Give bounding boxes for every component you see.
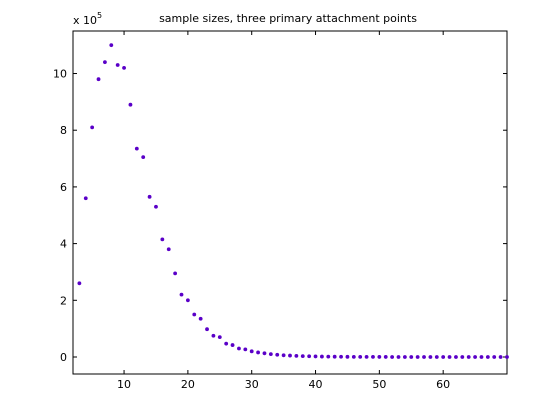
data-point (109, 43, 114, 48)
y-exponent-base: x 10 (73, 14, 97, 27)
data-point (313, 354, 318, 359)
data-point (422, 355, 426, 359)
data-point (300, 354, 305, 359)
x-tick-label: 30 (245, 378, 259, 391)
data-point (192, 312, 197, 317)
data-point (154, 204, 158, 209)
data-point (498, 355, 503, 359)
data-point (217, 335, 222, 340)
y-tick-label: 2 (60, 294, 67, 307)
data-point (307, 354, 312, 359)
data-point (288, 353, 292, 358)
y-tick-label: 0 (60, 351, 67, 364)
data-point (262, 351, 267, 356)
data-point (166, 247, 171, 252)
data-point (383, 355, 388, 359)
y-exponent-label: x 105 (73, 11, 102, 27)
data-point (77, 281, 82, 286)
data-point (115, 63, 120, 67)
data-point (122, 65, 126, 70)
data-point (243, 347, 248, 352)
data-point (332, 354, 337, 359)
data-point (275, 352, 280, 357)
data-point (485, 355, 490, 359)
y-tick-label: 6 (60, 181, 67, 194)
data-point (339, 354, 343, 359)
data-point (224, 341, 229, 346)
data-point (249, 349, 254, 354)
data-point (396, 355, 401, 359)
data-point (492, 355, 497, 359)
data-point (454, 355, 458, 359)
data-point (466, 355, 471, 359)
data-point (409, 355, 414, 359)
data-point (134, 146, 139, 151)
data-point (103, 60, 107, 65)
data-point (441, 355, 446, 359)
data-point (256, 350, 260, 355)
y-tick-label: 10 (53, 68, 67, 81)
data-point (377, 355, 382, 359)
tick-labels: 10 20 30 40 50 60 0 2 4 6 8 10 (53, 68, 450, 391)
data-point (205, 327, 209, 332)
data-point (281, 353, 286, 358)
data-point (237, 346, 241, 351)
y-tick-label: 4 (60, 238, 67, 251)
data-point (160, 237, 165, 242)
data-point (460, 355, 465, 359)
data-point (447, 355, 452, 359)
data-point (345, 354, 350, 359)
data-point (141, 155, 146, 160)
x-tick-label: 10 (117, 378, 131, 391)
data-point (179, 292, 184, 297)
data-point (90, 125, 95, 130)
y-exponent-power: 5 (97, 11, 102, 20)
data-point (230, 343, 235, 347)
data-point (434, 355, 439, 359)
data-point (358, 354, 363, 359)
data-point (211, 333, 216, 338)
data-point (351, 354, 356, 359)
data-point (390, 355, 395, 359)
data-point (294, 353, 299, 358)
data-point (268, 352, 273, 357)
x-tick-label: 60 (436, 378, 450, 391)
y-tick-label: 8 (60, 124, 67, 137)
x-tick-label: 40 (309, 378, 323, 391)
data-point (326, 354, 331, 359)
data-point (428, 355, 433, 359)
data-point (320, 354, 324, 359)
data-point (371, 355, 375, 359)
plot-area-frame (72, 30, 508, 375)
data-point (147, 194, 152, 199)
data-point (96, 77, 101, 82)
x-tick-label: 50 (372, 378, 386, 391)
data-point (479, 355, 484, 359)
data-markers (77, 43, 509, 359)
data-point (198, 316, 203, 321)
data-point (364, 355, 369, 359)
data-point (128, 102, 133, 107)
data-point (173, 271, 178, 276)
chart-title: sample sizes, three primary attachment p… (159, 12, 417, 25)
data-point (185, 298, 190, 303)
x-tick-label: 20 (181, 378, 195, 391)
data-point (473, 355, 477, 359)
data-point (415, 355, 420, 359)
data-point (402, 355, 407, 359)
data-point (505, 355, 509, 359)
data-point (83, 196, 88, 201)
